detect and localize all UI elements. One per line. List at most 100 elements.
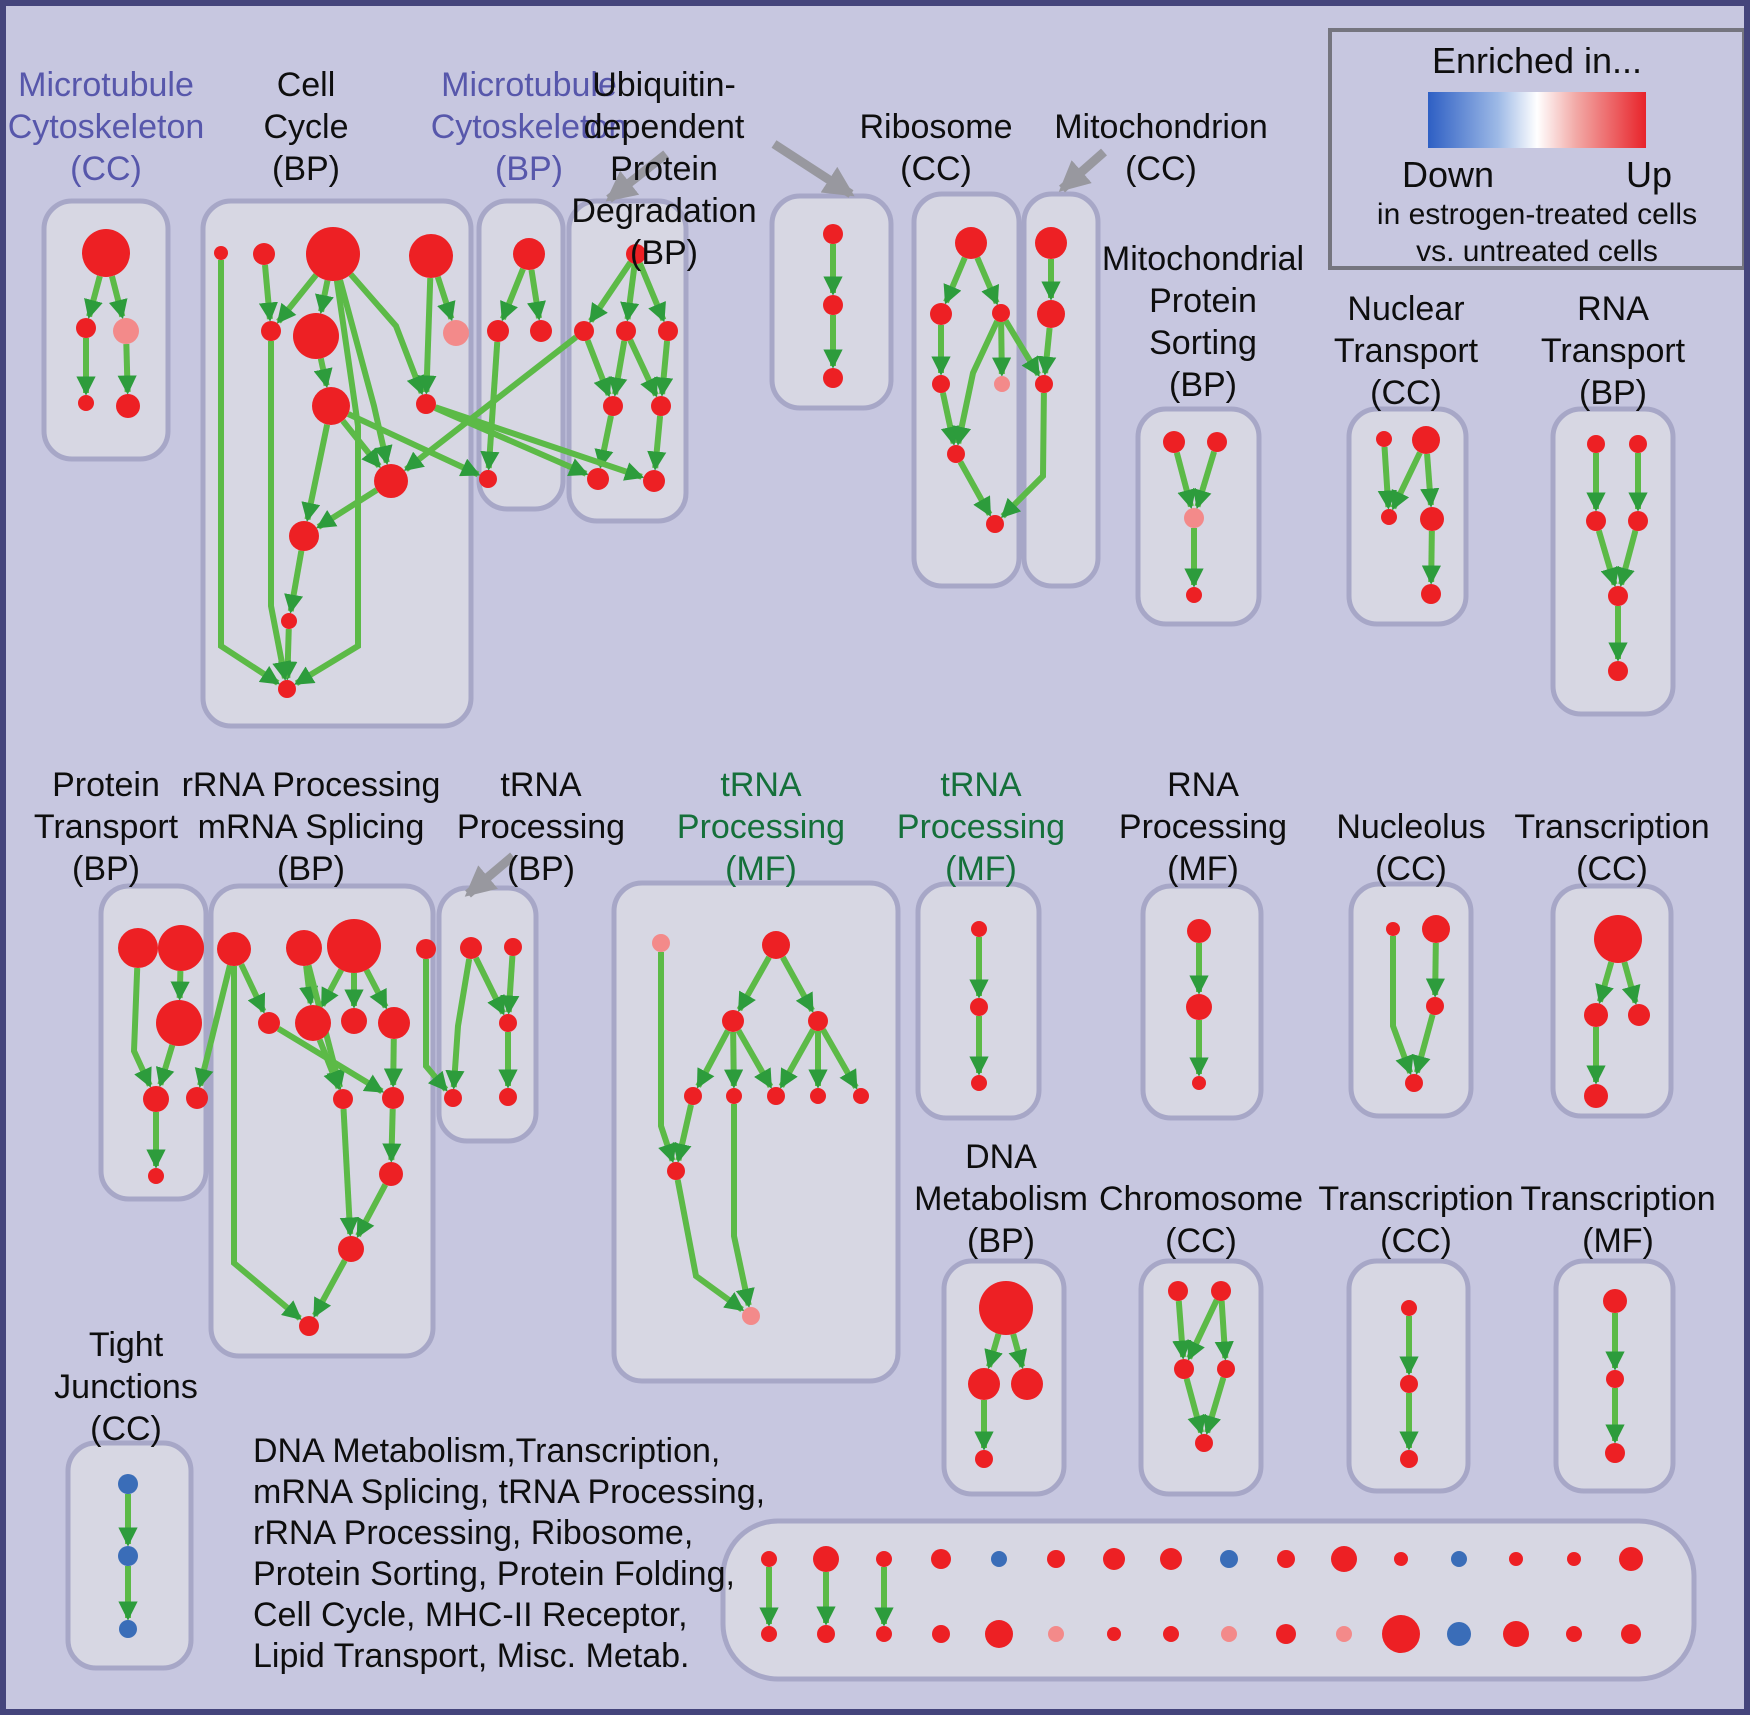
cluster-label-rna-transport: RNA Transport (BP) [1540, 290, 1686, 412]
node-cell-cycle-m [278, 680, 296, 698]
cluster-label-protein-transport: Protein Transport (BP) [33, 766, 179, 888]
edge [319, 968, 344, 1008]
edge [84, 275, 103, 320]
edge [500, 955, 520, 1015]
cluster-box-trna-processing-mf-large [611, 880, 901, 1384]
edge [1000, 392, 1047, 519]
misc-node-bottom-13 [1447, 1622, 1471, 1646]
node-nuclear-transport-n5 [1421, 584, 1441, 604]
node-cell-cycle-f [293, 313, 339, 359]
edge [1173, 451, 1197, 509]
node-trna-processing-mf-large-t4 [808, 1011, 828, 1031]
edge [313, 357, 333, 389]
edge [423, 959, 449, 1092]
edge [1425, 942, 1445, 998]
node-trna-processing-mf-small-u3 [971, 1075, 987, 1091]
node-microtubule-cytoskeleton-cc-n2 [76, 318, 96, 338]
misc-node-top-3 [876, 1551, 892, 1567]
edge [620, 263, 640, 322]
node-rrna-processing-r1 [217, 932, 251, 966]
edge [337, 279, 393, 466]
node-ubiquitin-degradation-1-e [603, 396, 623, 416]
node-ribosome-r3 [992, 304, 1010, 322]
cluster-label-rna-processing-mf: RNA Processing (MF) [1118, 766, 1288, 888]
node-trna-processing-mf-large-t11 [742, 1307, 760, 1325]
edge [1377, 446, 1397, 510]
node-cell-cycle-l [281, 613, 297, 629]
edge [731, 1104, 755, 1308]
edge [258, 264, 278, 322]
edge [218, 260, 281, 686]
edge [1193, 450, 1217, 510]
node-trna-processing-mf-large-t8 [810, 1088, 826, 1104]
edge [1390, 451, 1423, 511]
node-protein-transport-p5 [186, 1087, 208, 1109]
node-dna-metabolism-y1 [979, 1281, 1033, 1335]
edge [355, 1183, 388, 1239]
cluster-label-microtubule-cytoskeleton-cc: Microtubule Cytoskeleton (CC) [7, 66, 205, 188]
node-dna-metabolism-y2 [968, 1368, 1000, 1400]
node-rna-transport-n1 [1587, 435, 1605, 453]
node-cell-cycle-k [289, 521, 319, 551]
edge [473, 956, 506, 1016]
edge [588, 260, 633, 324]
edge [594, 415, 614, 469]
edge [268, 341, 292, 681]
edge [1621, 961, 1641, 1006]
node-transcription-cc-top-x4 [1584, 1084, 1608, 1108]
node-trna-processing-mf-large-t9 [853, 1088, 869, 1104]
cluster-box-rna-transport [1550, 406, 1676, 717]
edge [312, 1258, 348, 1318]
edge [382, 1108, 402, 1163]
node-microtubule-cytoskeleton-cc-n4 [78, 395, 94, 411]
node-microtubule-cytoskeleton-bp-n4 [479, 470, 497, 488]
edge [170, 970, 190, 1001]
edge [130, 967, 153, 1088]
edge [627, 338, 659, 398]
edge [1411, 1013, 1436, 1075]
legend-up-label: Up [1625, 154, 1672, 195]
cluster-label-trna-processing-bp: tRNA Processing (BP) [456, 766, 626, 888]
node-chromosome-z3 [1174, 1359, 1194, 1379]
edge [1003, 319, 1041, 377]
node-rrna-processing-r7 [341, 1008, 367, 1034]
edge [294, 280, 361, 686]
edge [445, 958, 473, 1090]
cluster-box-chromosome [1138, 1258, 1264, 1497]
edge [1421, 530, 1441, 585]
edge [403, 334, 578, 472]
edge [952, 319, 1000, 446]
node-mitochondrial-protein-sorting-n1 [1163, 431, 1185, 453]
misc-node-bottom-9 [1221, 1626, 1237, 1642]
edge [434, 275, 456, 322]
node-nucleolus-w3 [1426, 997, 1444, 1015]
node-ubiquitin-degradation-1-c [616, 321, 636, 341]
edge [363, 968, 389, 1010]
node-rrna-processing-r2 [286, 930, 322, 966]
label-pointer-arrow-1 [605, 150, 669, 203]
node-rrna-processing-r10 [382, 1087, 404, 1109]
misc-node-bottom-11 [1336, 1626, 1352, 1642]
node-microtubule-cytoskeleton-cc-n3 [113, 318, 139, 344]
node-rrna-processing-r11 [379, 1162, 403, 1186]
edge [500, 267, 526, 322]
misc-node-bottom-8 [1163, 1626, 1179, 1642]
node-ribosome-r1 [955, 227, 987, 259]
edge [820, 1028, 859, 1090]
node-chromosome-z5 [1195, 1434, 1213, 1452]
node-trna-processing-mf-large-t6 [726, 1088, 742, 1104]
label-pointer-arrow-2 [771, 140, 855, 198]
misc-node-top-12 [1394, 1552, 1408, 1566]
node-protein-transport-p4 [143, 1086, 169, 1112]
edge [276, 1026, 385, 1094]
cluster-label-rrna-processing: rRNA Processing mRNA Splicing (BP) [181, 766, 441, 888]
cluster-label-dna-metabolism: DNA Metabolism (BP) [914, 1138, 1088, 1260]
cluster-label-trna-processing-mf-large: tRNA Processing (MF) [676, 766, 846, 888]
node-rna-transport-n6 [1608, 661, 1628, 681]
node-rna-processing-mf-v1 [1187, 919, 1211, 943]
node-protein-transport-p2 [158, 925, 204, 971]
node-rna-transport-n4 [1628, 511, 1648, 531]
edge [974, 256, 1000, 306]
misc-node-bottom-15 [1566, 1626, 1582, 1642]
